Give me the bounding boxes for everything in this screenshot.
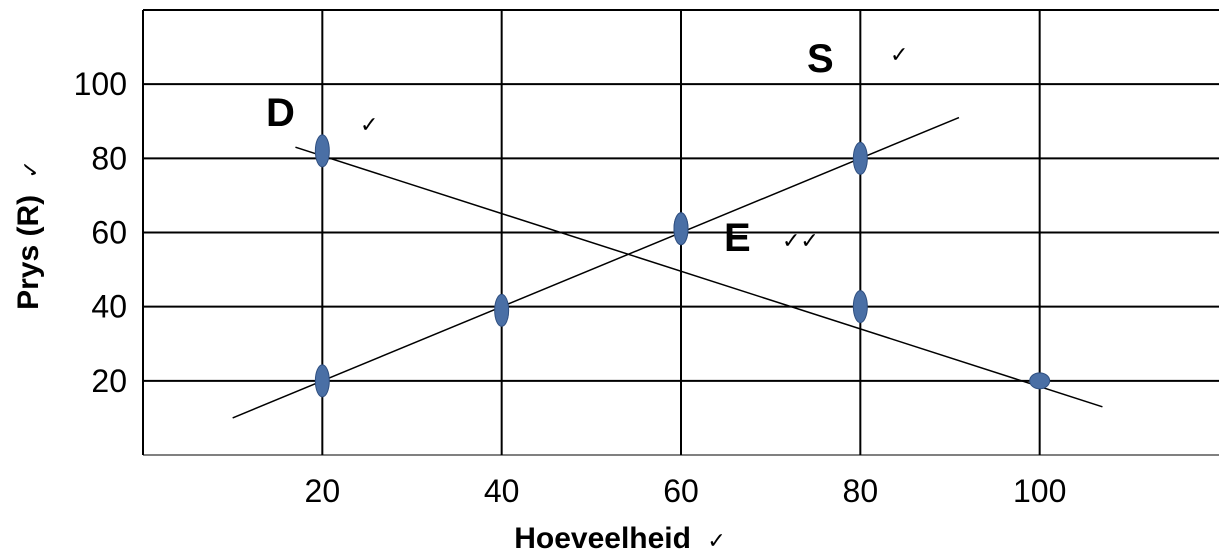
axis-titles: Hoeveelheid ✓ Prys (R) ✓ (12, 160, 726, 555)
y-tick-label: 20 (91, 363, 127, 399)
labels: S ✓ D ✓ E ✓✓ (266, 37, 908, 260)
y-tick-label: 40 (91, 289, 127, 325)
supply-checkmark: ✓ (890, 43, 908, 68)
supply-point (852, 141, 868, 175)
y-tick-label: 80 (91, 140, 127, 176)
x-tick-label: 20 (305, 473, 341, 509)
equilibrium-label: E (724, 216, 751, 260)
x-tick-label: 80 (843, 473, 879, 509)
demand-curve (295, 146, 1103, 408)
x-tick-label: 60 (663, 473, 699, 509)
supply-point (494, 293, 510, 327)
x-tick-label: 40 (484, 473, 520, 509)
equilibrium-checkmark: ✓✓ (782, 229, 819, 254)
series-lines (232, 116, 1103, 419)
tick-labels: 20 40 60 80 100 20 40 60 80 100 (74, 66, 1067, 509)
demand-point (314, 134, 330, 168)
data-points (314, 134, 1051, 398)
x-axis-checkmark: ✓ (707, 529, 725, 554)
x-tick-label: 100 (1013, 473, 1066, 509)
supply-curve (232, 116, 960, 419)
y-axis-checkmark: ✓ (19, 160, 44, 178)
demand-checkmark: ✓ (360, 113, 378, 138)
supply-curve-label: S (807, 37, 834, 81)
y-axis-title: Prys (R) ✓ (12, 160, 45, 310)
y-tick-label: 60 (91, 215, 127, 251)
y-tick-label: 100 (74, 66, 127, 102)
supply-point (314, 364, 330, 398)
x-axis-title-text: Hoeveelheid (514, 522, 691, 555)
demand-point (1029, 372, 1051, 390)
demand-curve-label: D (266, 91, 295, 135)
x-axis-title: Hoeveelheid ✓ (514, 522, 726, 555)
supply-point (673, 212, 689, 246)
y-axis-title-text: Prys (R) (12, 195, 45, 310)
demand-point (852, 290, 868, 324)
